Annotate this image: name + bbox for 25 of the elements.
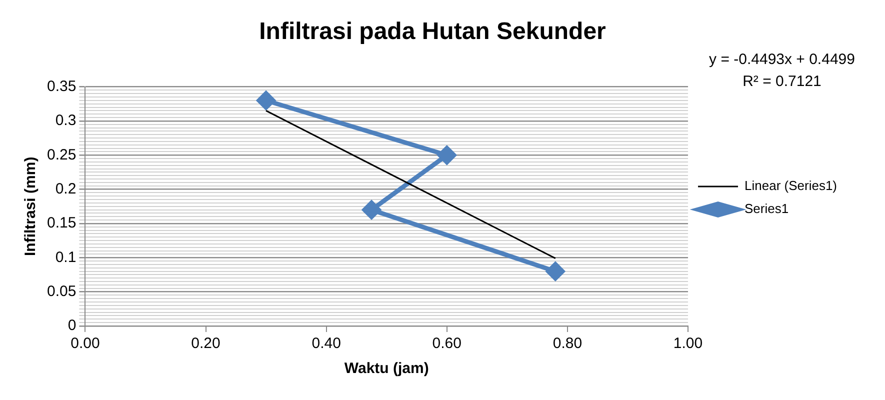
- x-tick-label: 0.40: [312, 335, 341, 352]
- chart-title: Infiltrasi pada Hutan Sekunder: [259, 18, 606, 46]
- y-tick-label: 0.25: [46, 146, 76, 164]
- y-tick-label: 0.05: [46, 282, 76, 300]
- x-tick-label: 0.20: [191, 335, 220, 352]
- text: y = -0.4493x + 0.4499: [709, 51, 855, 68]
- point: [546, 262, 565, 281]
- y-tick-label: 0.15: [46, 214, 76, 232]
- text: R² = 0.7121: [742, 73, 822, 90]
- x-tick-label: 0.00: [70, 335, 100, 352]
- y-tick-label: 0.3: [55, 112, 76, 130]
- legend-label: Series1: [744, 201, 789, 216]
- x-tick-label: 1.00: [673, 335, 703, 352]
- x-tick-label: 0.80: [552, 335, 582, 352]
- y-tick-label: 0.35: [46, 78, 76, 95]
- point: [256, 91, 276, 110]
- point: [438, 146, 456, 164]
- x-axis-title: Waktu (jam): [344, 360, 429, 378]
- x-tick-label: 0.60: [432, 335, 462, 352]
- y-tick-label: 0.1: [55, 248, 76, 266]
- legend-label: Linear (Series1): [744, 178, 838, 194]
- point: [362, 200, 381, 220]
- y-tick-label: 0.2: [55, 180, 76, 198]
- y-tick-label: 0: [68, 317, 76, 334]
- y-axis-title: Infiltrasi (mm): [22, 156, 40, 256]
